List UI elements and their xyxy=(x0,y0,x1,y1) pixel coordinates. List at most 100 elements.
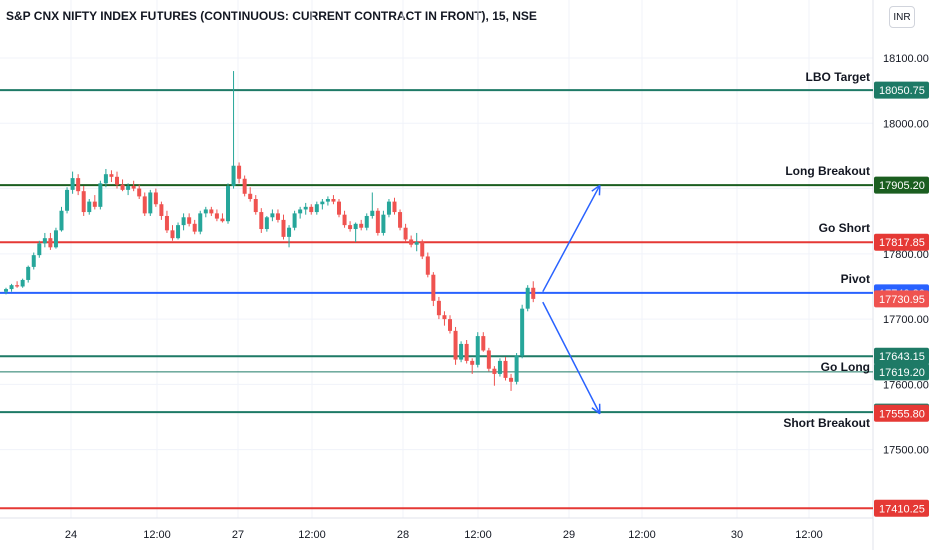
candle-body xyxy=(242,178,247,194)
candle-body xyxy=(109,174,114,177)
candle-body xyxy=(214,213,219,219)
candle-body xyxy=(176,225,181,239)
price-badge-label: 17410.25 xyxy=(879,503,925,515)
candle-body xyxy=(492,368,497,374)
candle-body xyxy=(59,210,64,231)
candle-body xyxy=(20,279,25,287)
candle-body xyxy=(431,274,436,301)
candle-body xyxy=(392,201,397,213)
price-badge xyxy=(874,81,929,99)
candle-body xyxy=(481,336,486,351)
candle-body xyxy=(292,213,297,228)
time-tick-label: 12:00 xyxy=(795,529,823,541)
candle-body xyxy=(248,193,253,200)
candles xyxy=(4,71,536,391)
candle-body xyxy=(303,206,308,210)
candle-body xyxy=(237,165,242,179)
level-lines xyxy=(0,89,873,510)
candle-body xyxy=(381,214,386,233)
candle-body xyxy=(70,178,75,190)
arrow-head xyxy=(591,407,601,415)
candle-body xyxy=(76,178,81,192)
candle-body xyxy=(126,185,131,190)
projection-arrows xyxy=(542,184,601,415)
price-badge xyxy=(874,404,929,422)
time-tick-label: 24 xyxy=(65,529,77,541)
candle-body xyxy=(164,215,169,231)
candle-body xyxy=(259,212,264,230)
candle-body xyxy=(314,204,319,213)
projection-arrow xyxy=(542,301,601,415)
candle-body xyxy=(386,201,391,215)
candle-body xyxy=(436,300,441,316)
candle-body xyxy=(531,287,536,299)
candle-body xyxy=(181,217,186,226)
candle-body xyxy=(398,212,403,228)
candle-body xyxy=(325,199,330,202)
candle-body xyxy=(9,285,14,290)
candle-body xyxy=(253,199,258,213)
candle-body xyxy=(198,213,203,232)
candle-body xyxy=(320,201,325,205)
candle-body xyxy=(370,210,375,216)
candle-body xyxy=(409,239,414,245)
candle-body xyxy=(37,243,42,256)
candle-body xyxy=(81,191,86,213)
price-badge-label: 17730.95 xyxy=(879,294,925,306)
candle-body xyxy=(4,289,8,292)
candle-body xyxy=(137,188,142,197)
price-badge-label: 17817.85 xyxy=(879,237,925,249)
candle-body xyxy=(209,209,214,214)
candle-body xyxy=(26,266,31,280)
candle-body xyxy=(442,315,447,320)
grid xyxy=(0,0,873,518)
candle-body xyxy=(337,201,341,215)
candle-body xyxy=(525,287,530,309)
candle-body xyxy=(464,343,469,361)
candle-body xyxy=(353,223,358,230)
level-label: Go Short xyxy=(819,221,870,235)
price-tick-label: 17700.00 xyxy=(883,314,929,326)
candle-body xyxy=(53,230,58,248)
candle-body xyxy=(115,176,119,185)
candle-body xyxy=(448,319,452,331)
candle-body xyxy=(298,209,303,214)
time-tick-label: 27 xyxy=(232,529,244,541)
candle-body xyxy=(331,199,336,202)
price-badge xyxy=(874,233,929,251)
currency-button[interactable]: INR xyxy=(889,6,915,28)
candle-body xyxy=(42,238,47,244)
time-tick-label: 12:00 xyxy=(464,529,492,541)
candle-body xyxy=(514,355,519,382)
candle-body xyxy=(348,225,353,230)
candle-body xyxy=(15,285,20,287)
candle-body xyxy=(187,217,192,224)
candle-body xyxy=(342,214,347,226)
level-labels: LBO Target Long Breakout Go Short Pivot Go L… xyxy=(783,70,870,430)
level-label: Pivot xyxy=(841,272,870,286)
candle-body xyxy=(159,204,164,216)
time-tick-label: 12:00 xyxy=(143,529,171,541)
candle-body xyxy=(120,184,125,190)
candle-body xyxy=(275,213,280,220)
candle-body xyxy=(403,227,408,240)
price-tick-label: 18000.00 xyxy=(883,118,929,130)
candle-body xyxy=(48,238,53,248)
candle-body xyxy=(475,336,480,365)
candle-body xyxy=(170,230,175,239)
candle-body xyxy=(359,223,364,228)
candle-body xyxy=(231,165,236,186)
price-badge xyxy=(874,176,929,194)
candle-body xyxy=(103,174,108,184)
price-tick-label: 17600.00 xyxy=(883,379,929,391)
price-badge xyxy=(874,347,929,365)
time-tick-label: 12:00 xyxy=(628,529,656,541)
candle-body xyxy=(142,196,147,214)
candle-body xyxy=(375,210,380,233)
price-badge xyxy=(874,363,929,381)
candle-body xyxy=(31,255,36,267)
candle-body xyxy=(509,377,514,382)
price-tick-label: 17800.00 xyxy=(883,249,929,261)
candle-body xyxy=(98,183,103,207)
